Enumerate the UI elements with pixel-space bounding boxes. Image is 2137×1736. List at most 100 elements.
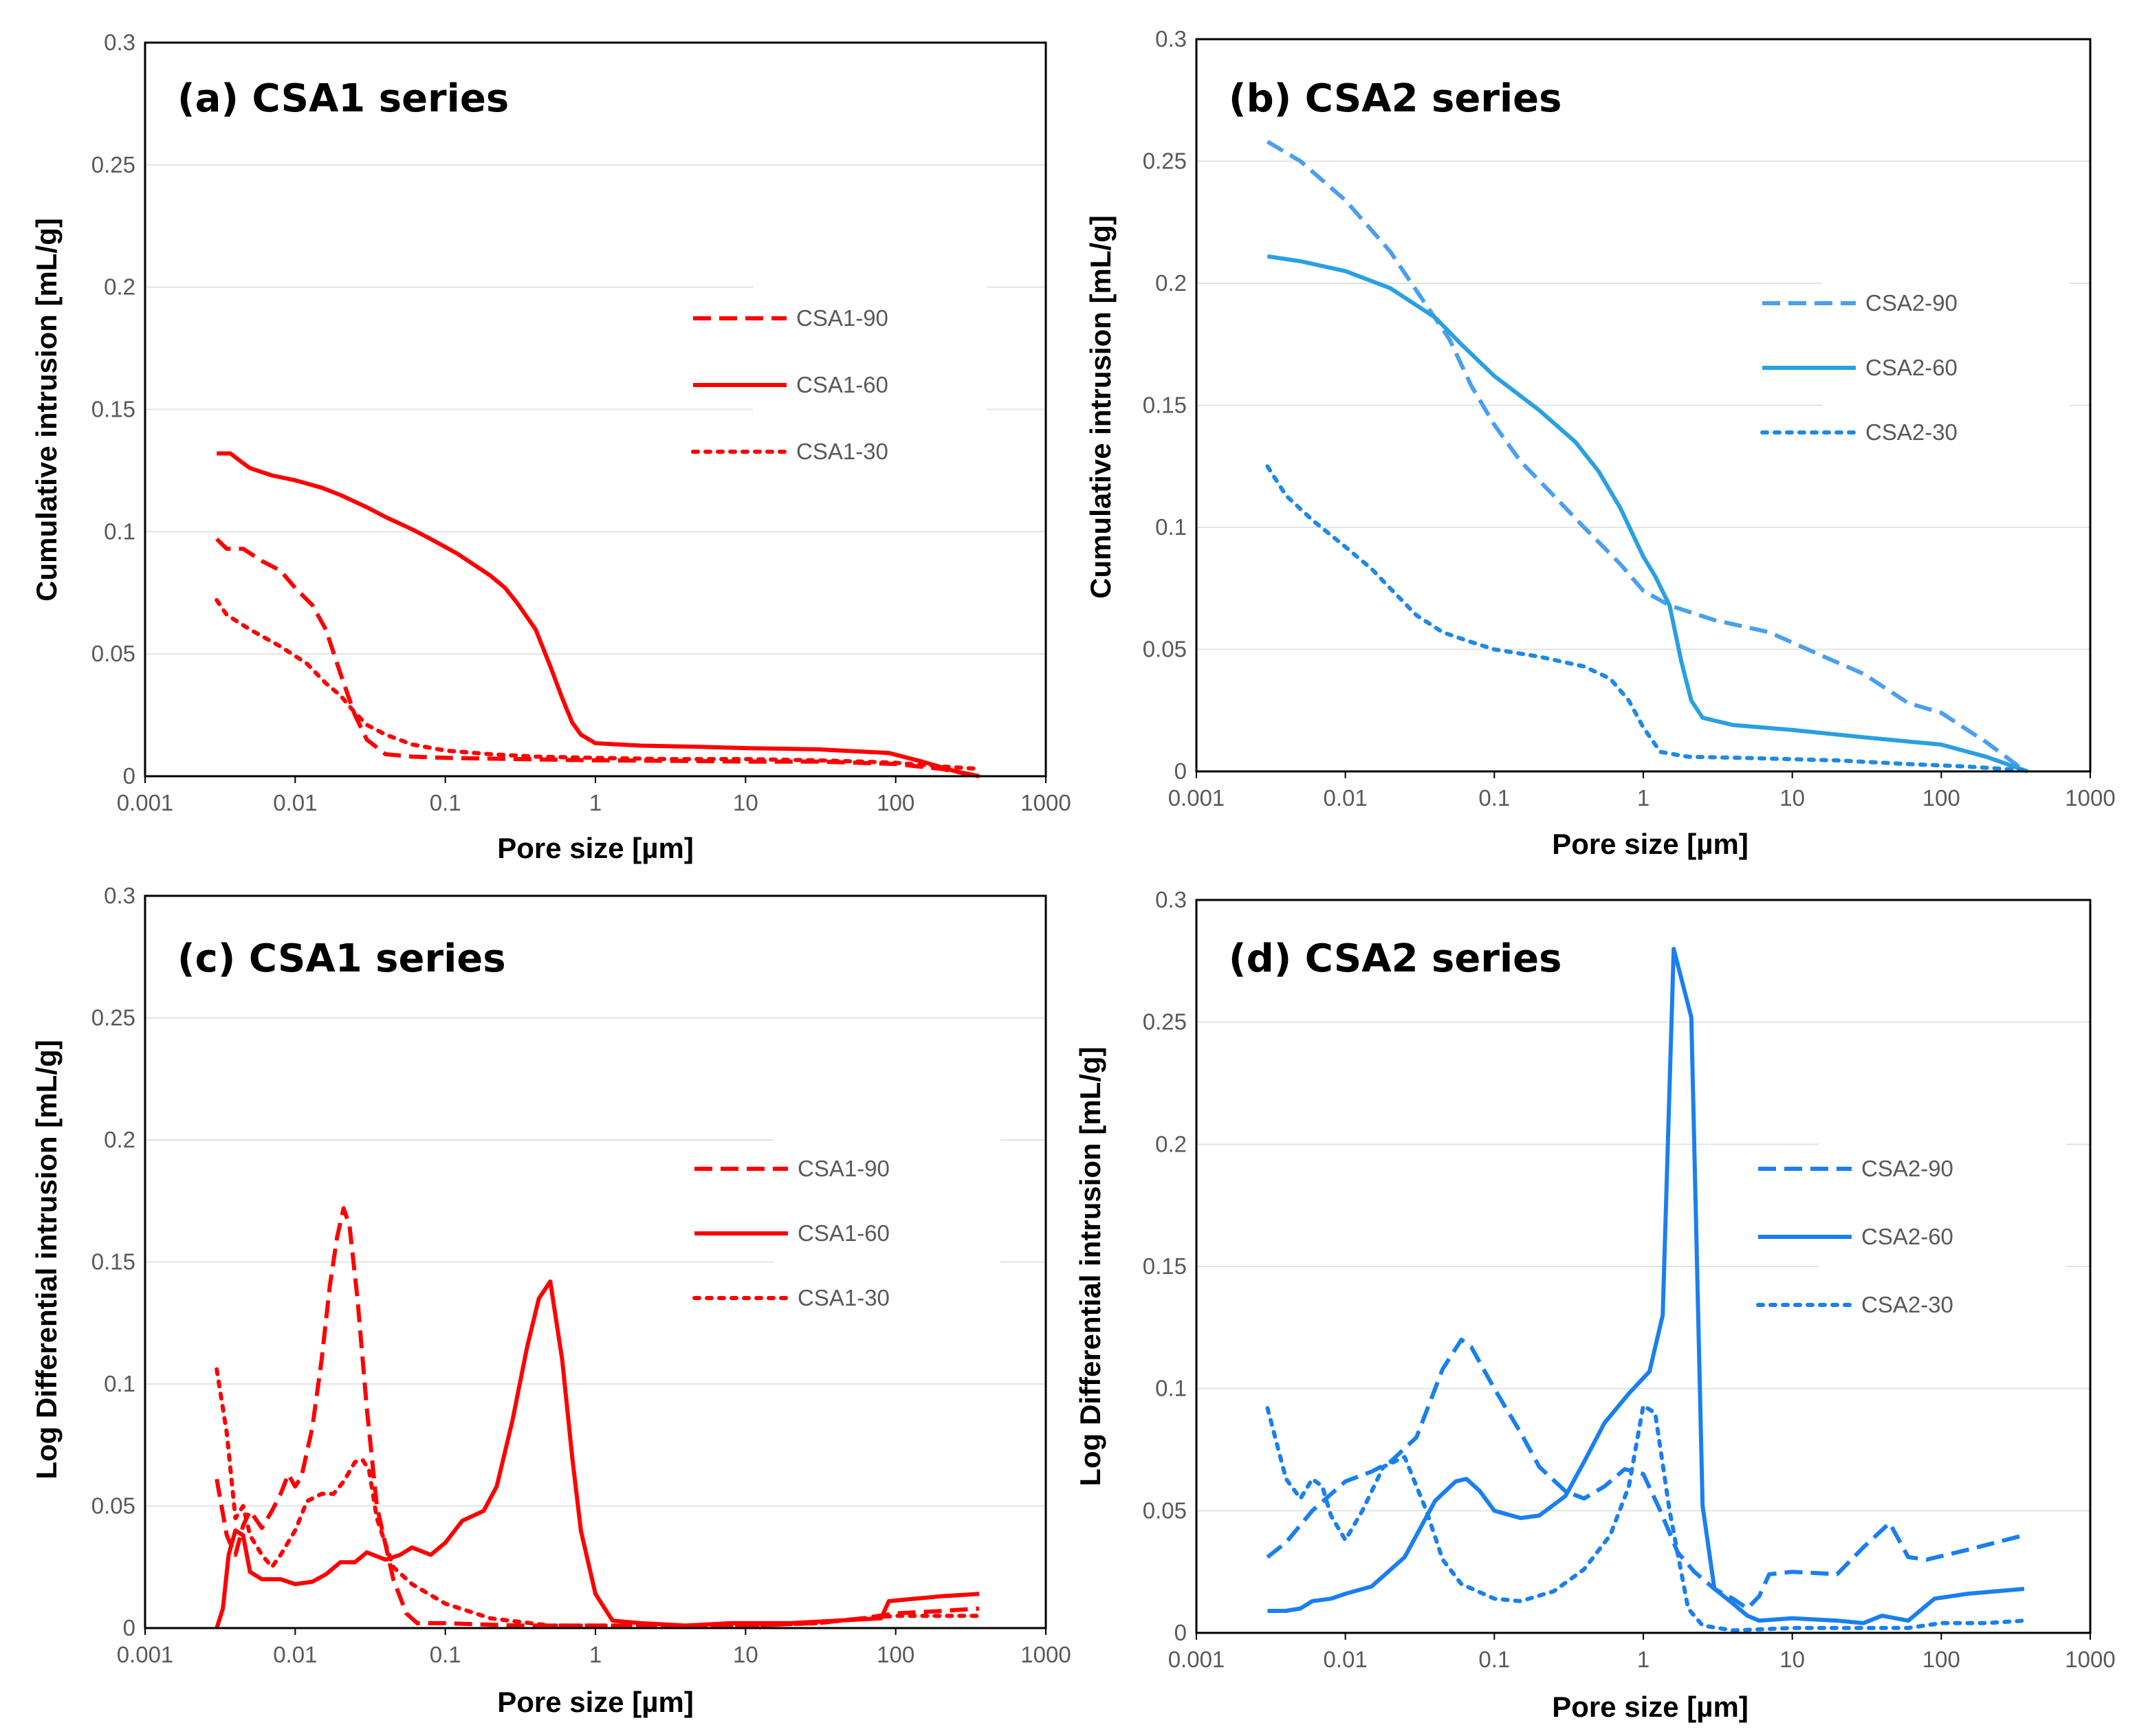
- panel-d-series-csa2-60: [1267, 947, 2025, 1625]
- panel-b-y-tick-label: 0: [1174, 758, 1187, 784]
- panel-b-legend: [1822, 272, 2070, 471]
- panel-d-y-tick-label: 0.2: [1155, 1131, 1187, 1156]
- panel-c-x-tick-label: 1: [589, 1642, 602, 1667]
- panel-a-legend-label-csa1-60: CSA1-60: [796, 372, 888, 397]
- panel-c-logdiff-csa1: 0 0.05 0.1 0.15 0.2 0.25 0.3 0.001 0.01 0.1 1 10 10…: [30, 883, 1071, 1718]
- panel-b-series-csa2-60: [1267, 254, 2028, 773]
- panel-a-y-tick-label: 0.1: [104, 518, 135, 544]
- panel-b-y-tick-label: 0.2: [1155, 270, 1187, 296]
- panel-d-y-tick-label: 0.3: [1155, 887, 1187, 912]
- panel-d-x-tick-label: 1000: [2065, 1647, 2115, 1672]
- panel-d-series-csa2-30: [1265, 1403, 2026, 1633]
- panel-b-x-tick-label: 100: [1922, 785, 1960, 811]
- panel-c-x-tick-label: 1000: [1020, 1642, 1071, 1667]
- panel-b-y-tick-label: 0.05: [1143, 637, 1187, 662]
- panel-a-legend-label-csa1-30: CSA1-30: [796, 439, 888, 464]
- panel-c-y-axis-label: Log Differential intrusion [mL/g]: [30, 1040, 63, 1479]
- panel-d-title: (d) CSA2 series: [1229, 936, 1561, 981]
- panel-d-x-tick-label: 0.1: [1478, 1647, 1510, 1672]
- panel-a-x-axis-label: Pore size [µm]: [497, 832, 694, 864]
- panel-c-y-tick-label: 0.05: [91, 1493, 135, 1519]
- panel-c-y-tick-label: 0.15: [91, 1249, 135, 1275]
- panel-c-x-tick-label: 100: [877, 1642, 914, 1667]
- panel-c-y-tick-label: 0.2: [104, 1127, 135, 1152]
- panel-d-y-tick-label: 0.1: [1155, 1376, 1187, 1401]
- panel-c-legend-label-csa1-90: CSA1-90: [798, 1156, 890, 1181]
- panel-d-y-axis-label: Log Differential intrusion [mL/g]: [1074, 1046, 1106, 1486]
- panel-a-x-tick-label: 0.1: [430, 790, 461, 815]
- panel-c-legend: [774, 1138, 1000, 1337]
- panel-a-x-tick-label: 0.001: [117, 790, 174, 815]
- panel-c-series-csa1-60: [215, 1279, 980, 1629]
- panel-c-x-axis-label: Pore size [µm]: [497, 1686, 694, 1718]
- panel-b-y-tick-label: 0.1: [1155, 514, 1187, 540]
- panel-b-x-axis-label: Pore size [µm]: [1552, 828, 1749, 860]
- panel-b-title: (b) CSA2 series: [1229, 76, 1561, 121]
- panel-a-y-axis-label: Cumulative intrusion [mL/g]: [30, 218, 63, 602]
- panel-b-cumulative-csa2: 0 0.05 0.1 0.15 0.2 0.25 0.3 0.001 0.01 0.1 1 10 10…: [1084, 26, 2116, 860]
- panel-d-legend: [1819, 1138, 2066, 1337]
- panel-a-cumulative-csa1: 0 0.05 0.1 0.15 0.2 0.25 0.3 0.001 0.01 0.1 1 10 10…: [30, 30, 1071, 864]
- panel-c-x-tick-label: 0.01: [273, 1642, 317, 1667]
- panel-b-x-tick-label: 0.1: [1478, 785, 1510, 811]
- panel-b-x-tick-label: 0.01: [1324, 785, 1368, 811]
- panel-b-x-tick-label: 1: [1637, 785, 1650, 811]
- panel-a-y-tick-label: 0.05: [91, 641, 135, 666]
- panel-b-series-csa2-30: [1265, 464, 2025, 773]
- panel-d-y-tick-label: 0: [1174, 1620, 1187, 1645]
- panel-c-x-tick-label: 10: [733, 1642, 758, 1667]
- panel-a-x-tick-label: 1000: [1020, 790, 1071, 815]
- panel-c-legend-label-csa1-30: CSA1-30: [798, 1285, 890, 1310]
- panel-c-y-tick-label: 0.1: [104, 1371, 135, 1396]
- panel-d-legend-label-csa2-30: CSA2-30: [1861, 1292, 1953, 1317]
- panel-a-title: (a) CSA1 series: [177, 76, 509, 121]
- panel-a-series-csa1-90: [215, 537, 980, 778]
- panel-a-y-tick-label: 0.15: [91, 397, 135, 422]
- panel-a-y-tick-label: 0.3: [104, 30, 135, 55]
- panel-b-y-tick-label: 0.15: [1143, 393, 1187, 418]
- panel-b-series-csa2-90: [1266, 140, 2024, 771]
- panel-b-x-tick-label: 1000: [2065, 785, 2115, 811]
- panel-c-x-tick-label: 0.1: [430, 1642, 461, 1667]
- panel-a-x-tick-label: 0.01: [273, 790, 317, 815]
- panel-a-y-tick-label: 0.2: [104, 274, 135, 300]
- panel-d-y-tick-label: 0.25: [1143, 1009, 1187, 1035]
- panel-a-series-csa1-30: [215, 597, 982, 771]
- panel-b-x-tick-label: 0.001: [1168, 785, 1225, 811]
- panel-a-y-tick-label: 0.25: [91, 152, 135, 177]
- panel-d-x-tick-label: 0.001: [1168, 1647, 1225, 1672]
- panel-a-x-tick-label: 1: [589, 790, 602, 815]
- panel-d-legend-label-csa2-60: CSA2-60: [1861, 1224, 1953, 1249]
- panel-a-x-tick-label: 10: [733, 790, 758, 815]
- panel-c-series-csa1-30: [215, 1367, 982, 1628]
- panel-b-y-axis-label: Cumulative intrusion [mL/g]: [1084, 215, 1117, 599]
- panel-c-legend-label-csa1-60: CSA1-60: [798, 1220, 890, 1246]
- panel-a-x-tick-label: 100: [877, 790, 914, 815]
- panel-d-x-tick-label: 100: [1922, 1647, 1960, 1672]
- panel-d-y-tick-label: 0.05: [1143, 1497, 1187, 1523]
- panel-c-y-tick-label: 0.3: [104, 883, 135, 908]
- panel-b-y-tick-label: 0.25: [1143, 149, 1187, 174]
- panel-b-legend-label-csa2-90: CSA2-90: [1865, 290, 1958, 316]
- panel-c-x-tick-label: 0.001: [117, 1642, 174, 1667]
- panel-d-logdiff-csa2: 0 0.05 0.1 0.15 0.2 0.25 0.3 0.001 0.01 0.1 1 10 10…: [1074, 887, 2116, 1723]
- panel-c-title: (c) CSA1 series: [177, 936, 506, 981]
- panel-d-x-tick-label: 1: [1637, 1647, 1650, 1672]
- panel-b-y-tick-label: 0.3: [1155, 26, 1187, 52]
- panel-d-x-tick-label: 0.01: [1324, 1647, 1368, 1672]
- panel-d-x-tick-label: 10: [1779, 1647, 1805, 1672]
- panel-a-legend-label-csa1-90: CSA1-90: [796, 305, 888, 331]
- panel-a-y-tick-label: 0: [123, 763, 135, 789]
- panel-d-series-csa2-90: [1266, 1337, 2025, 1611]
- panel-c-y-tick-label: 0.25: [91, 1005, 135, 1031]
- panel-a-series-csa1-60: [217, 451, 980, 778]
- panel-d-legend-label-csa2-90: CSA2-90: [1861, 1156, 1953, 1181]
- panel-a-legend: [753, 285, 987, 485]
- panel-c-y-tick-label: 0: [123, 1615, 135, 1640]
- panel-b-legend-label-csa2-60: CSA2-60: [1865, 355, 1958, 380]
- panel-d-x-axis-label: Pore size [µm]: [1552, 1691, 1749, 1723]
- panel-b-x-tick-label: 10: [1779, 785, 1805, 811]
- panel-b-legend-label-csa2-30: CSA2-30: [1865, 419, 1958, 445]
- panel-d-y-tick-label: 0.15: [1143, 1253, 1187, 1279]
